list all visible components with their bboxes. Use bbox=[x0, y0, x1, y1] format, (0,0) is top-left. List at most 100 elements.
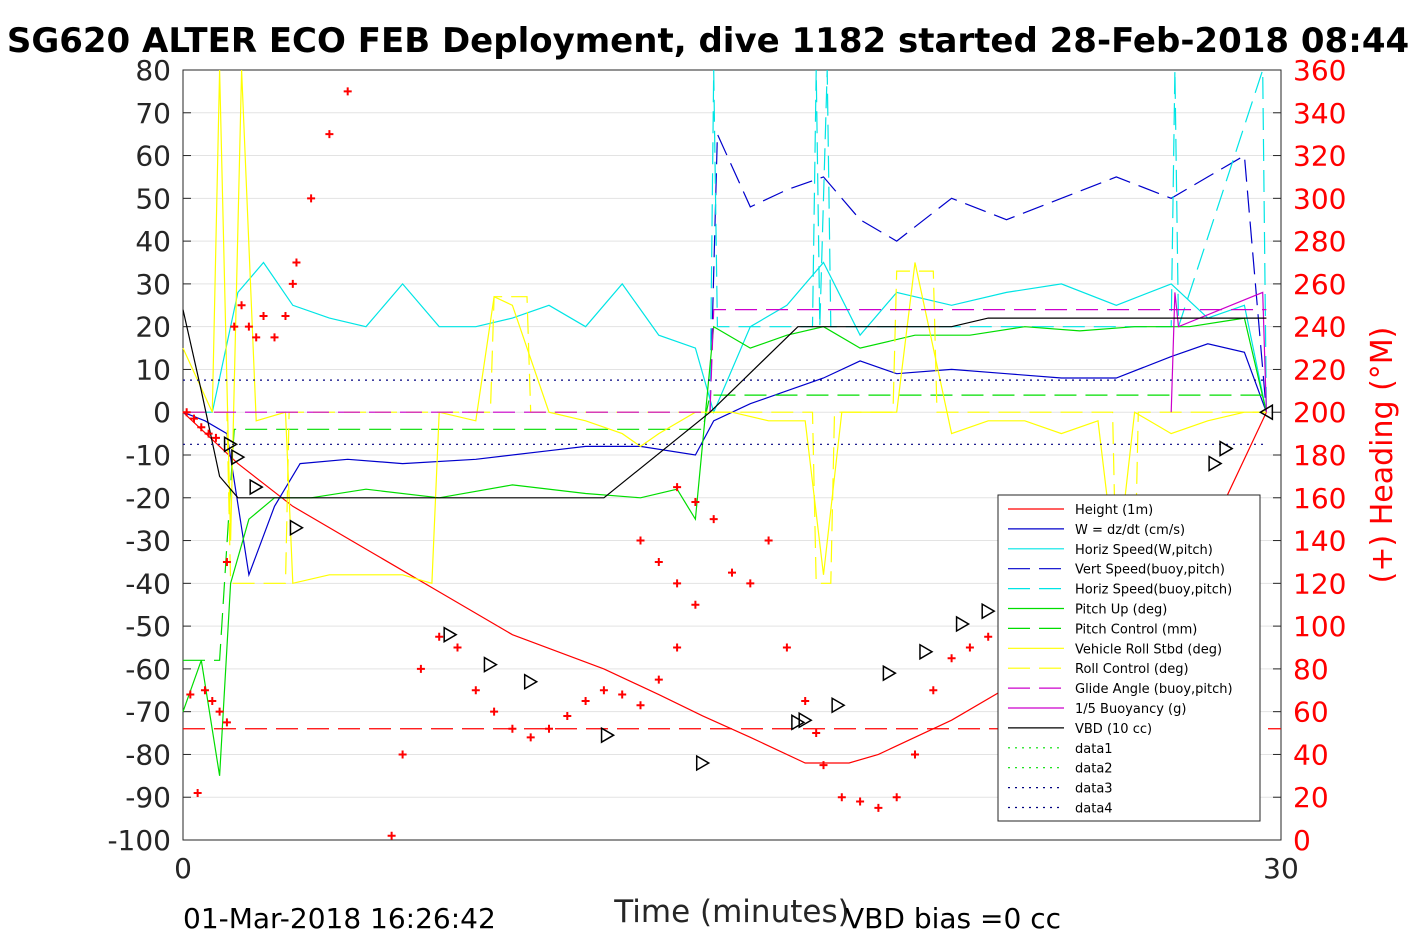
legend-label-11: VBD (10 cc) bbox=[1075, 722, 1152, 737]
chart-title: SG620 ALTER ECO FEB Deployment, dive 118… bbox=[7, 21, 1409, 61]
series-line-8 bbox=[183, 270, 1267, 584]
legend-label-5: Pitch Up (deg) bbox=[1075, 603, 1167, 618]
heading-point-32 bbox=[490, 707, 499, 716]
heading-point-14 bbox=[292, 258, 301, 267]
series-line-1 bbox=[182, 343, 1267, 578]
series-line-2 bbox=[183, 261, 1267, 414]
left-y-axis-ticks: 80 70 60 50 40 30 20 10 0 -10 -20 -30 -40 -50 -60 -70 -8… bbox=[107, 54, 191, 857]
heading-point-49 bbox=[709, 515, 718, 524]
legend-label-0: Height (1m) bbox=[1075, 503, 1153, 518]
right-tick-label-10: 160 bbox=[1293, 482, 1346, 515]
left-tick-label-8: 0 bbox=[153, 396, 171, 429]
series-line-10 bbox=[1170, 291, 1267, 413]
turn-marker-5 bbox=[483, 656, 498, 673]
heading-point-17 bbox=[343, 87, 352, 96]
heading-point-1 bbox=[189, 414, 198, 423]
right-tick-label-0: 360 bbox=[1293, 54, 1346, 87]
left-tick-label-16: -80 bbox=[125, 738, 171, 771]
turn-marker-3 bbox=[289, 519, 304, 537]
series-line-9 bbox=[183, 309, 1267, 413]
heading-point-50 bbox=[728, 568, 736, 577]
turn-marker-13 bbox=[919, 643, 934, 661]
right-y-axis-ticks: 3603403203002802602402202001801601401201… bbox=[1273, 54, 1346, 857]
right-tick-label-9: 180 bbox=[1293, 439, 1346, 472]
heading-point-58 bbox=[856, 797, 865, 806]
right-tick-label-15: 60 bbox=[1293, 696, 1329, 729]
heading-point-30 bbox=[453, 643, 462, 652]
turn-markers bbox=[223, 403, 1274, 772]
right-tick-label-16: 40 bbox=[1293, 738, 1329, 771]
heading-point-31 bbox=[471, 686, 480, 695]
left-tick-label-1: 70 bbox=[135, 97, 171, 130]
legend-label-9: Glide Angle (buoy,pitch) bbox=[1075, 682, 1233, 697]
legend: Height (1m) W = dz/dt (cm/s) Horiz Speed(W… bbox=[997, 494, 1261, 822]
turn-marker-4 bbox=[443, 626, 458, 643]
right-tick-label-14: 80 bbox=[1293, 653, 1329, 686]
heading-point-11 bbox=[270, 333, 279, 342]
heading-point-34 bbox=[526, 733, 535, 742]
left-tick-label-17: -90 bbox=[125, 781, 171, 814]
heading-point-22 bbox=[200, 686, 209, 695]
legend-label-4: Horiz Speed(buoy,pitch) bbox=[1075, 583, 1232, 598]
legend-label-15: data4 bbox=[1075, 802, 1113, 817]
heading-point-42 bbox=[673, 643, 682, 652]
left-tick-label-3: 50 bbox=[135, 182, 171, 215]
heading-point-33 bbox=[508, 724, 517, 733]
x-axis-ticks: 0 30 bbox=[174, 852, 1299, 885]
heading-point-10 bbox=[259, 311, 268, 320]
heading-point-48 bbox=[691, 498, 700, 507]
turn-marker-15 bbox=[981, 602, 996, 620]
heading-point-7 bbox=[237, 301, 246, 310]
right-tick-label-13: 100 bbox=[1293, 610, 1346, 643]
x-tick-label-0: 0 bbox=[174, 852, 192, 885]
legend-label-10: 1/5 Buoyancy (g) bbox=[1075, 702, 1186, 717]
turn-marker-2 bbox=[249, 478, 264, 496]
heading-point-55 bbox=[812, 729, 821, 738]
heading-point-40 bbox=[636, 701, 645, 710]
left-tick-label-14: -60 bbox=[125, 653, 171, 686]
turn-marker-7 bbox=[600, 726, 616, 744]
right-tick-label-5: 260 bbox=[1293, 268, 1346, 301]
heading-point-59 bbox=[874, 803, 883, 812]
heading-point-9 bbox=[252, 333, 261, 342]
right-tick-label-6: 240 bbox=[1293, 311, 1346, 344]
left-tick-label-2: 60 bbox=[135, 140, 171, 173]
right-tick-label-18: 0 bbox=[1293, 824, 1311, 857]
turn-marker-11 bbox=[831, 696, 846, 714]
heading-point-51 bbox=[746, 579, 755, 588]
heading-point-53 bbox=[782, 643, 791, 652]
left-tick-label-6: 20 bbox=[135, 311, 171, 344]
heading-point-24 bbox=[215, 707, 224, 716]
series-line-6 bbox=[183, 394, 1267, 661]
turn-marker-12 bbox=[882, 664, 897, 682]
turn-marker-6 bbox=[523, 673, 539, 691]
right-tick-label-1: 340 bbox=[1293, 97, 1346, 130]
heading-point-2 bbox=[197, 423, 206, 432]
turn-marker-0 bbox=[223, 436, 239, 453]
heading-point-21 bbox=[193, 788, 202, 797]
heading-point-61 bbox=[911, 750, 919, 759]
left-tick-label-15: -70 bbox=[125, 696, 171, 729]
legend-label-14: data3 bbox=[1075, 782, 1113, 797]
heading-point-60 bbox=[892, 793, 901, 802]
heading-point-20 bbox=[186, 690, 195, 699]
series-line-11 bbox=[182, 309, 1267, 499]
heading-point-54 bbox=[801, 696, 810, 705]
heading-point-65 bbox=[984, 632, 993, 641]
left-tick-label-18: -100 bbox=[107, 824, 171, 857]
left-tick-label-0: 80 bbox=[135, 54, 171, 87]
heading-point-8 bbox=[244, 322, 253, 331]
heading-point-26 bbox=[387, 831, 396, 840]
heading-point-47 bbox=[673, 483, 682, 492]
right-tick-label-3: 300 bbox=[1293, 182, 1346, 215]
left-tick-label-7: 10 bbox=[135, 353, 171, 386]
footer-timestamp: 01-Mar-2018 16:26:42 bbox=[183, 902, 496, 935]
turn-marker-1 bbox=[231, 448, 246, 466]
heading-point-27 bbox=[398, 750, 407, 759]
legend-label-3: Vert Speed(buoy,pitch) bbox=[1075, 563, 1225, 578]
series-line-3 bbox=[709, 133, 1267, 413]
heading-point-52 bbox=[764, 536, 773, 545]
turn-marker-18 bbox=[1258, 403, 1274, 421]
heading-point-41 bbox=[654, 675, 663, 684]
